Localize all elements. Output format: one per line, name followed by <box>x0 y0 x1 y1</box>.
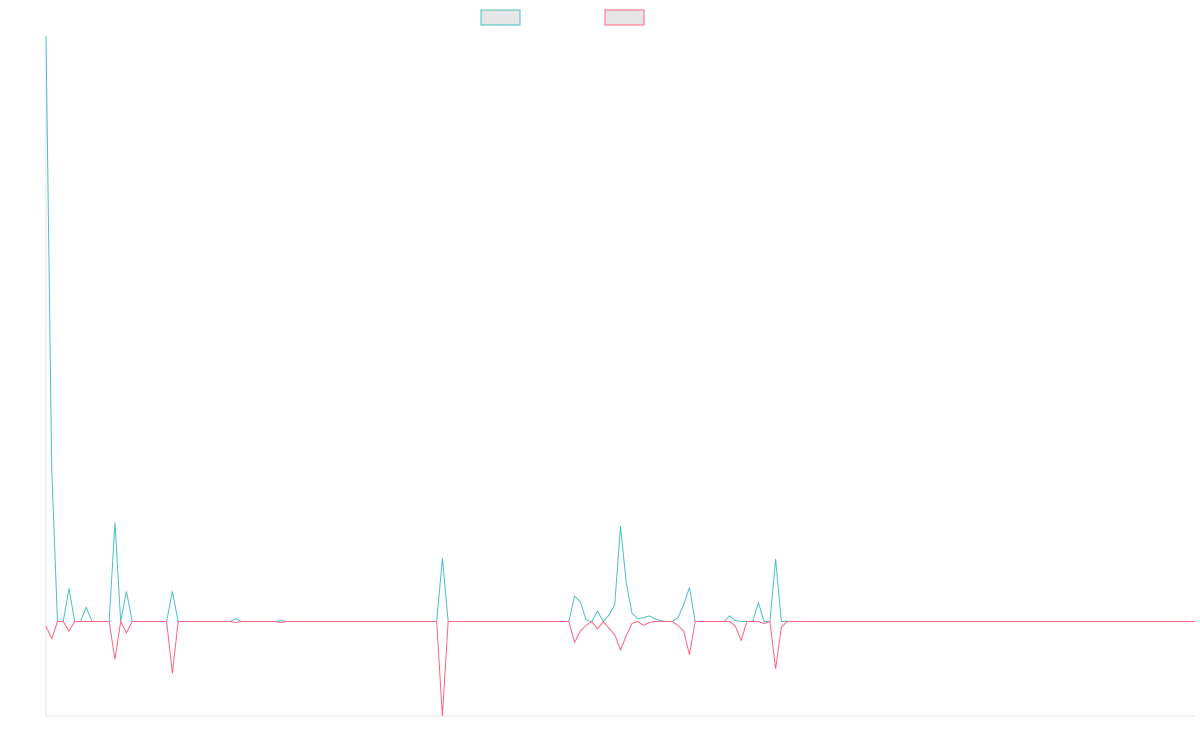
axes <box>45 36 1195 717</box>
series-line-1 <box>45 35 1195 623</box>
series-lines <box>45 35 1195 717</box>
series-line-2 <box>45 619 1195 717</box>
legend-swatch-2[interactable] <box>604 9 645 26</box>
legend-swatch-1[interactable] <box>480 9 521 26</box>
legend <box>480 9 645 26</box>
